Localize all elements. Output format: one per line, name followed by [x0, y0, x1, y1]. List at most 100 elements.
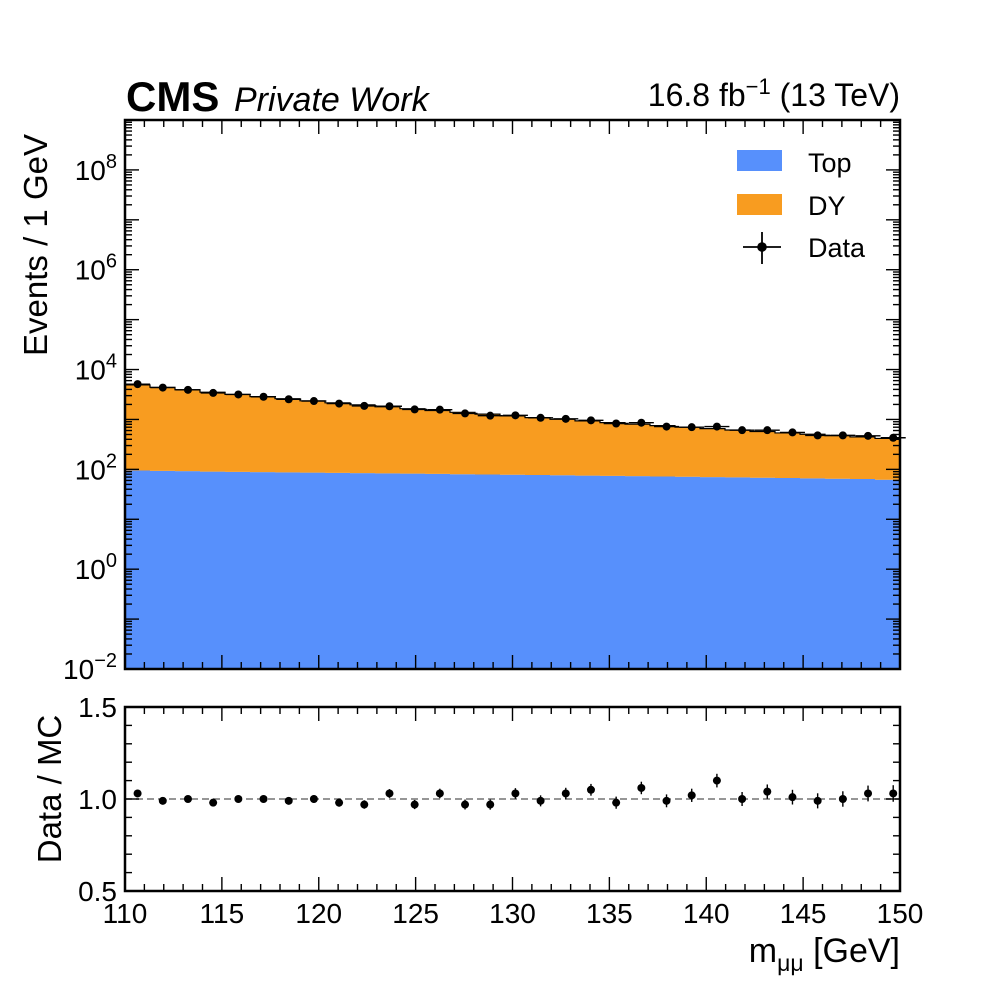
ratio-point — [637, 781, 646, 795]
data-point-marker — [586, 416, 595, 425]
data-point — [452, 409, 478, 418]
data-point-marker — [435, 405, 444, 414]
ratio-point — [284, 796, 293, 805]
data-point-marker — [259, 392, 268, 401]
data-point-marker — [461, 409, 470, 418]
data-point-marker — [486, 411, 495, 420]
ratio-point-marker — [838, 795, 847, 803]
data-point — [150, 383, 176, 392]
ratio-point — [335, 798, 344, 807]
data-point — [175, 385, 201, 394]
ratio-point-marker — [788, 793, 797, 802]
data-point-marker — [309, 397, 318, 406]
data-point-marker — [183, 385, 192, 394]
data-point — [351, 401, 377, 410]
data-point — [578, 416, 604, 425]
data-point — [855, 431, 881, 440]
data-point-marker — [209, 388, 218, 397]
data-point — [427, 405, 453, 414]
data-point — [301, 397, 327, 406]
data-point — [225, 390, 251, 399]
legend-label-dy: DY — [808, 191, 846, 221]
lumi-exponent: −1 — [746, 74, 771, 99]
ratio-point — [209, 798, 218, 807]
legend-label-top: Top — [808, 148, 852, 178]
y-tick-label: 102 — [75, 450, 117, 485]
x-axis-title: mμμ [GeV] — [749, 932, 900, 976]
data-point — [679, 423, 705, 432]
data-point-marker — [738, 426, 747, 435]
ratio-ticks: 0.5 1.0 1.5 110 115 120 125 130 135 140 145 150 — [78, 692, 923, 929]
ratio-point-marker — [662, 796, 671, 805]
ratio-point — [158, 796, 167, 805]
ratio-point — [511, 788, 520, 799]
ratio-point-marker — [335, 798, 344, 807]
data-point-marker — [536, 413, 545, 422]
ratio-point — [486, 799, 495, 810]
data-point — [251, 392, 277, 401]
data-point-marker — [612, 419, 621, 428]
legend-label-data: Data — [808, 233, 866, 263]
ratio-point — [586, 783, 595, 796]
y-tick-label: 104 — [75, 351, 117, 386]
ratio-y-tick-label: 1.5 — [78, 692, 117, 723]
experiment-label: CMS — [126, 73, 219, 120]
data-point-marker — [385, 402, 394, 411]
data-point-marker — [763, 426, 772, 435]
ratio-y-tick-label: 1.0 — [78, 784, 117, 815]
ratio-point — [183, 795, 192, 803]
data-point-marker — [687, 423, 696, 432]
data-points — [125, 380, 906, 442]
lumi-label: 16.8 fb−1 (13 TeV) — [648, 74, 900, 113]
x-tick-label: 140 — [683, 898, 730, 929]
main-y-axis-title: Events / 1 GeV — [17, 134, 54, 356]
ratio-point-marker — [183, 795, 192, 803]
x-tick-label: 135 — [586, 898, 633, 929]
data-point — [603, 419, 629, 428]
ratio-point-marker — [133, 789, 142, 798]
ratio-point — [662, 794, 671, 808]
ratio-point — [763, 784, 772, 799]
ratio-point-marker — [461, 800, 470, 809]
ratio-point — [259, 795, 268, 803]
data-point-marker — [788, 428, 797, 437]
data-point-marker — [234, 390, 243, 399]
lumi-main: 16.8 fb — [648, 77, 746, 113]
data-point-marker — [284, 395, 293, 404]
ratio-point — [410, 799, 419, 810]
ratio-point — [435, 788, 444, 799]
x-tick-label: 115 — [200, 898, 245, 929]
x-tick-label: 130 — [489, 898, 536, 929]
x-tick-label: 150 — [877, 898, 924, 929]
ratio-point-marker — [637, 783, 646, 792]
x-tick-label: 145 — [780, 898, 827, 929]
ratio-point — [133, 789, 142, 798]
ratio-point-marker — [813, 796, 822, 805]
ratio-point-marker — [561, 789, 570, 798]
ratio-y-tick-label: 0.5 — [78, 876, 117, 907]
ratio-point-marker — [687, 791, 696, 800]
ratio-point-marker — [158, 796, 167, 805]
data-point — [553, 414, 579, 423]
ratio-point-marker — [284, 796, 293, 805]
ratio-point — [309, 795, 318, 803]
data-point-marker — [410, 405, 419, 414]
ratio-point-marker — [712, 776, 721, 785]
ratio-point-marker — [234, 795, 243, 803]
x-tick-label: 120 — [295, 898, 342, 929]
data-point — [654, 422, 680, 431]
ratio-point-marker — [536, 796, 545, 805]
data-point-marker — [133, 380, 142, 389]
ratio-y-axis-title: Data / MC — [31, 715, 68, 864]
data-point-marker — [158, 383, 167, 392]
data-point — [628, 418, 654, 427]
data-point — [805, 431, 831, 440]
data-point-marker — [838, 431, 847, 440]
data-point-marker — [511, 411, 520, 420]
ratio-point-marker — [612, 798, 621, 807]
data-point — [276, 395, 302, 404]
y-tick-label: 10−2 — [63, 650, 117, 685]
ratio-point — [712, 773, 721, 788]
